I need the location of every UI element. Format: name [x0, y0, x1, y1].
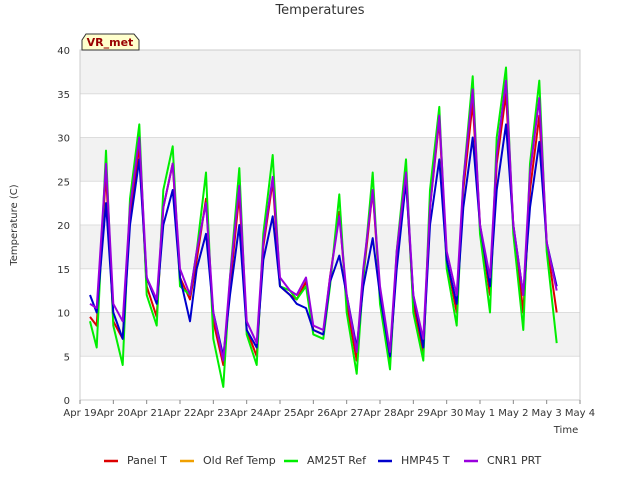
y-tick-label: 5: [64, 352, 70, 363]
x-axis-label: Time: [553, 425, 578, 436]
plot-frame: [79, 49, 581, 401]
x-tick-label: Apr 30: [430, 408, 463, 419]
x-tick-label: May 2: [498, 408, 528, 419]
legend-label: HMP45 T: [401, 454, 450, 467]
x-tick-label: May 1: [465, 408, 495, 419]
y-tick-label: 0: [64, 396, 70, 407]
grid-band: [80, 50, 580, 94]
y-tick-label: 30: [57, 134, 70, 145]
grid-band: [80, 137, 580, 182]
x-tick-label: Apr 29: [397, 408, 430, 419]
y-tick-label: 15: [57, 265, 70, 276]
y-tick-label: 10: [57, 309, 70, 320]
x-tick-label: Apr 24: [230, 408, 263, 419]
annotation-box: VR_met: [81, 33, 140, 51]
x-tick-label: Apr 20: [97, 408, 130, 419]
x-tick-label: May 3: [532, 408, 562, 419]
x-tick-label: Apr 22: [163, 408, 196, 419]
y-tick-label: 25: [57, 177, 70, 188]
y-axis-label: Temperature (C): [9, 184, 20, 266]
series-line-cnr1-prt: [89, 79, 558, 362]
grid-band: [80, 312, 580, 357]
x-tick-label: May 4: [565, 408, 595, 419]
legend: Panel T Old Ref Temp AM25T Ref HMP45 T CNR1 …: [104, 454, 542, 467]
x-tick-label: Apr 26: [297, 408, 330, 419]
legend-label: Panel T: [127, 454, 167, 467]
legend-label: CNR1 PRT: [487, 454, 542, 467]
annotation-tag-shape: [81, 33, 140, 51]
annotation-label: VR_met: [87, 36, 134, 49]
x-tick-label: Apr 25: [263, 408, 296, 419]
grid-band: [80, 225, 580, 269]
y-tick-label: 20: [57, 221, 70, 232]
y-tick-label: 35: [57, 90, 70, 101]
legend-label: AM25T Ref: [307, 454, 367, 467]
chart-title: Temperatures: [274, 3, 364, 18]
x-tick-label: Apr 28: [363, 408, 396, 419]
legend-label: Old Ref Temp: [203, 454, 276, 467]
x-tick-label: Apr 21: [130, 408, 163, 419]
x-tick-label: Apr 19: [63, 408, 96, 419]
y-tick-label: 40: [57, 46, 70, 57]
plot-area: 0 5 10 15 20 25 30 35 40 Apr 19 Apr 20 Apr 21 Apr 22…: [57, 46, 595, 419]
x-tick-label: Apr 23: [197, 408, 230, 419]
x-tick-label: Apr 27: [330, 408, 363, 419]
